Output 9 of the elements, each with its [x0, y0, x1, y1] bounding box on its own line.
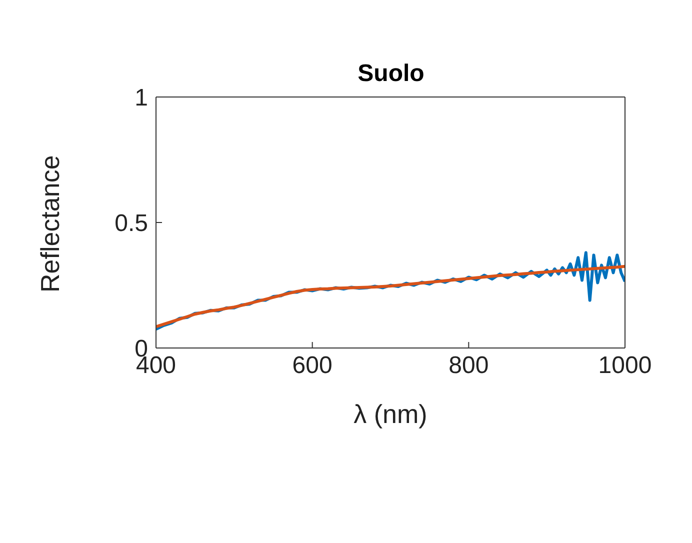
y-tick-label: 0.5 — [114, 210, 148, 238]
x-axis-title: λ (nm) — [354, 399, 428, 429]
y-tick-label: 1 — [134, 84, 148, 112]
x-tick-label: 600 — [292, 352, 332, 380]
line-series — [156, 264, 625, 328]
chart-title: Suolo — [356, 60, 426, 88]
x-tick-label: 800 — [448, 352, 489, 380]
x-tick-label: 1000 — [598, 352, 652, 380]
y-axis-title: Reflectance — [35, 155, 66, 292]
